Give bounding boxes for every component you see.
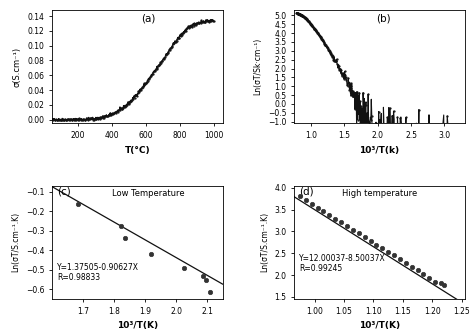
Text: (c): (c) [57,187,71,197]
Point [384,249,392,255]
Point [437,280,445,286]
Point [308,201,316,207]
X-axis label: 10³/T(K): 10³/T(K) [359,321,400,330]
Point [319,208,327,214]
Point [349,227,356,233]
Point [390,253,398,258]
Y-axis label: Ln(σT/Sk·cm⁻¹): Ln(σT/Sk·cm⁻¹) [254,38,263,95]
Point [378,245,386,251]
Point [361,235,368,240]
X-axis label: 10³/T(K): 10³/T(K) [117,321,158,330]
Point [373,242,380,247]
X-axis label: 10³/T(k): 10³/T(k) [359,145,400,155]
Point [296,194,304,199]
Point [419,271,427,277]
Point [343,223,351,228]
Point [180,265,188,270]
Point [414,267,421,273]
Point [147,251,155,257]
Text: Y=1.37505-0.90627X
R=0.98833: Y=1.37505-0.90627X R=0.98833 [57,263,139,282]
Y-axis label: σ(S.cm⁻¹): σ(S.cm⁻¹) [13,47,22,87]
Text: Low Temperature: Low Temperature [112,189,184,198]
Point [326,212,333,218]
Point [431,279,439,284]
Point [355,230,363,236]
X-axis label: T(°C): T(°C) [125,145,150,155]
Point [440,282,448,288]
Text: (d): (d) [299,187,314,197]
Point [408,264,415,269]
Text: Y=12.00037-8.50037X
R=0.99245: Y=12.00037-8.50037X R=0.99245 [299,254,386,273]
Text: High temperature: High temperature [342,189,417,198]
Point [337,220,345,225]
Point [206,290,213,295]
Point [200,273,207,278]
Text: (b): (b) [376,13,391,24]
Point [367,238,374,243]
Point [121,236,128,241]
Y-axis label: Ln(σT/S.cm⁻¹.K): Ln(σT/S.cm⁻¹.K) [11,212,20,272]
Point [117,223,125,228]
Y-axis label: Ln(σT/S.cm⁻¹.K): Ln(σT/S.cm⁻¹.K) [260,212,269,272]
Point [75,202,82,207]
Point [314,205,321,210]
Point [202,277,210,282]
Point [402,260,410,265]
Point [331,216,339,221]
Point [302,198,310,203]
Text: (a): (a) [141,13,155,24]
Point [396,257,404,262]
Point [426,275,433,280]
